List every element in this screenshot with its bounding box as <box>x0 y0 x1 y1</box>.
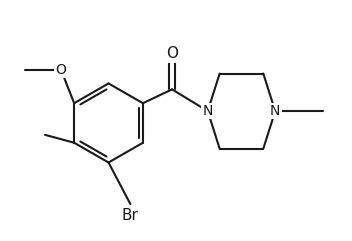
Text: O: O <box>56 63 67 77</box>
Text: Br: Br <box>122 208 139 223</box>
Text: N: N <box>202 104 213 118</box>
Text: O: O <box>166 46 178 61</box>
Text: N: N <box>270 104 281 118</box>
